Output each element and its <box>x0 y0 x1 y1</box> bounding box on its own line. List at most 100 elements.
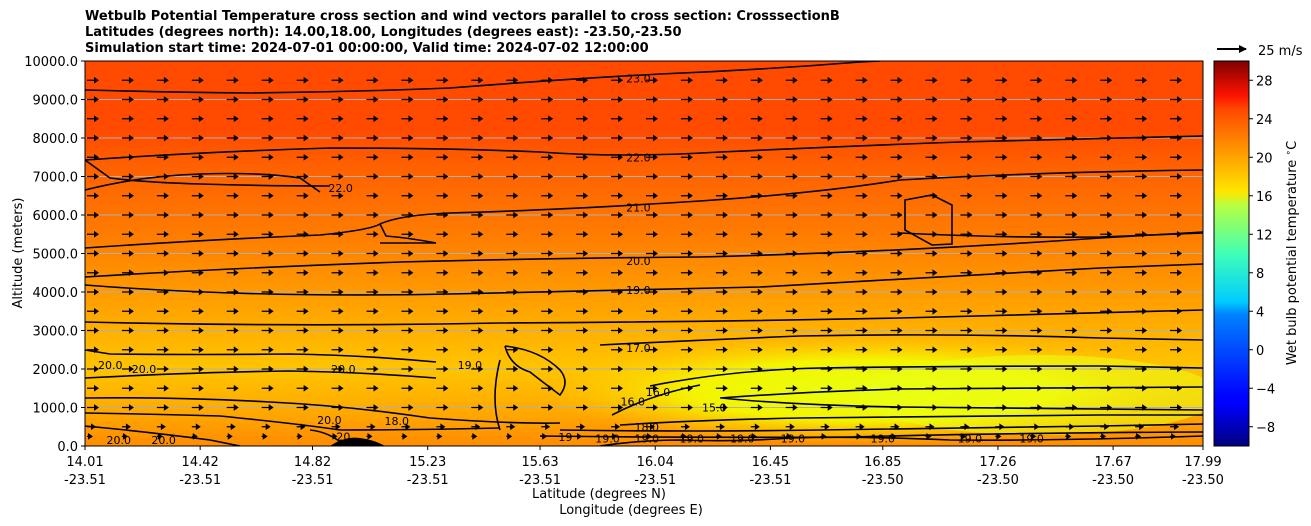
wind-arrow <box>1135 404 1148 411</box>
wind-arrow <box>646 269 658 277</box>
wind-arrow <box>890 346 903 354</box>
wind-arrow <box>925 365 938 373</box>
wind-arrow <box>436 404 449 411</box>
wind-arrow <box>506 269 519 277</box>
wind-arrow <box>366 327 379 334</box>
contour-line-19e <box>599 435 1203 446</box>
y-tick-label: 4000.0 <box>33 286 79 301</box>
wind-arrow <box>890 365 903 373</box>
wind-arrow <box>1100 134 1113 142</box>
wind-arrow <box>855 432 862 440</box>
wind-arrow <box>121 288 134 296</box>
wind-arrow <box>646 365 658 373</box>
colorbar-tick-label: 4 <box>1256 305 1264 320</box>
wind-arrow <box>611 134 624 142</box>
wind-arrow <box>925 307 938 315</box>
wind-arrow <box>1100 307 1113 315</box>
wind-arrow <box>261 250 274 257</box>
wind-arrow <box>1030 384 1043 392</box>
wind-arrow <box>611 404 624 411</box>
wind-arrow <box>261 76 274 84</box>
wind-arrow <box>750 153 763 161</box>
contour-line-16b <box>649 365 1203 387</box>
wind-arrow <box>576 269 589 277</box>
wind-arrow <box>226 432 233 440</box>
wind-arrow <box>1065 307 1078 315</box>
wind-arrow <box>750 96 763 103</box>
wind-arrow <box>1135 327 1148 334</box>
colorbar: −8 −4 0 4 8 12 16 20 24 28 Wet bulb potential tem… <box>1213 60 1300 447</box>
wind-arrow <box>366 211 379 219</box>
wind-arrow <box>785 327 798 334</box>
wind-arrow <box>1065 250 1078 257</box>
wind-arrow <box>261 327 274 334</box>
wind-arrow <box>1065 327 1078 334</box>
contour-line-21-notch <box>379 223 437 244</box>
contour-line-18 <box>85 309 1203 326</box>
wind-arrow <box>331 346 344 354</box>
wind-arrow <box>576 76 589 84</box>
wind-arrow <box>960 192 973 200</box>
wind-arrow <box>750 230 763 238</box>
wind-arrow <box>611 192 624 200</box>
wind-arrow <box>1065 115 1078 123</box>
wind-arrow <box>191 269 204 277</box>
wind-arrow <box>87 384 99 392</box>
wind-arrow <box>156 192 169 200</box>
wind-arrow <box>366 365 379 373</box>
wind-arrow <box>995 96 1008 103</box>
wind-arrow <box>1030 346 1043 354</box>
wind-arrow <box>646 250 658 257</box>
colorbar-tick-label: −8 <box>1256 421 1275 436</box>
wind-arrow <box>506 134 519 142</box>
x-tick-label-lon: -23.50 <box>862 473 904 488</box>
wind-arrow <box>995 365 1008 373</box>
wind-arrow <box>401 404 414 411</box>
wind-arrow <box>331 404 344 411</box>
wind-arrow <box>680 346 693 354</box>
wind-arrow <box>331 269 344 277</box>
contour-line-19f <box>494 359 501 431</box>
wind-arrow <box>261 384 274 392</box>
wind-arrow <box>1135 269 1148 277</box>
wind-arrow <box>576 173 589 180</box>
wind-arrow <box>87 230 99 238</box>
wind-arrow <box>890 269 903 277</box>
wind-arrow <box>715 134 728 142</box>
wind-arrow <box>121 134 134 142</box>
wind-arrow <box>1030 404 1043 411</box>
wind-arrow <box>995 192 1008 200</box>
wind-arrow <box>296 134 309 142</box>
wind-arrow <box>226 211 239 219</box>
wind-arrow <box>820 365 833 373</box>
contour-line-19 <box>85 263 1203 296</box>
wind-arrow <box>995 76 1008 84</box>
wind-arrow <box>611 96 624 103</box>
wind-arrow <box>121 192 134 200</box>
wind-arrow <box>576 192 589 200</box>
wind-arrow <box>401 134 414 142</box>
wind-arrow <box>156 288 169 296</box>
wind-arrow <box>890 230 903 238</box>
contour-label: 22.0 <box>626 151 651 164</box>
colorbar-tick-label: −4 <box>1256 382 1275 397</box>
wind-arrow <box>541 423 551 431</box>
wind-arrow <box>261 230 274 238</box>
wind-arrow <box>680 307 693 315</box>
wind-arrow <box>1170 404 1183 411</box>
wind-arrow <box>1065 346 1078 354</box>
wind-arrow <box>1135 230 1148 238</box>
wind-arrow <box>1065 365 1078 373</box>
contour-label: 19.0 <box>871 432 896 445</box>
wind-arrow <box>296 346 309 354</box>
wind-arrow <box>296 230 309 238</box>
wind-arrow <box>471 384 484 392</box>
x-tick-label-lon: -23.51 <box>634 473 676 488</box>
wind-arrow <box>785 76 798 84</box>
wind-arrow <box>576 288 589 296</box>
wind-arrow <box>1170 423 1180 431</box>
wind-arrow <box>646 192 658 200</box>
contour-label: 15.0 <box>702 402 727 415</box>
wind-arrow <box>960 288 973 296</box>
